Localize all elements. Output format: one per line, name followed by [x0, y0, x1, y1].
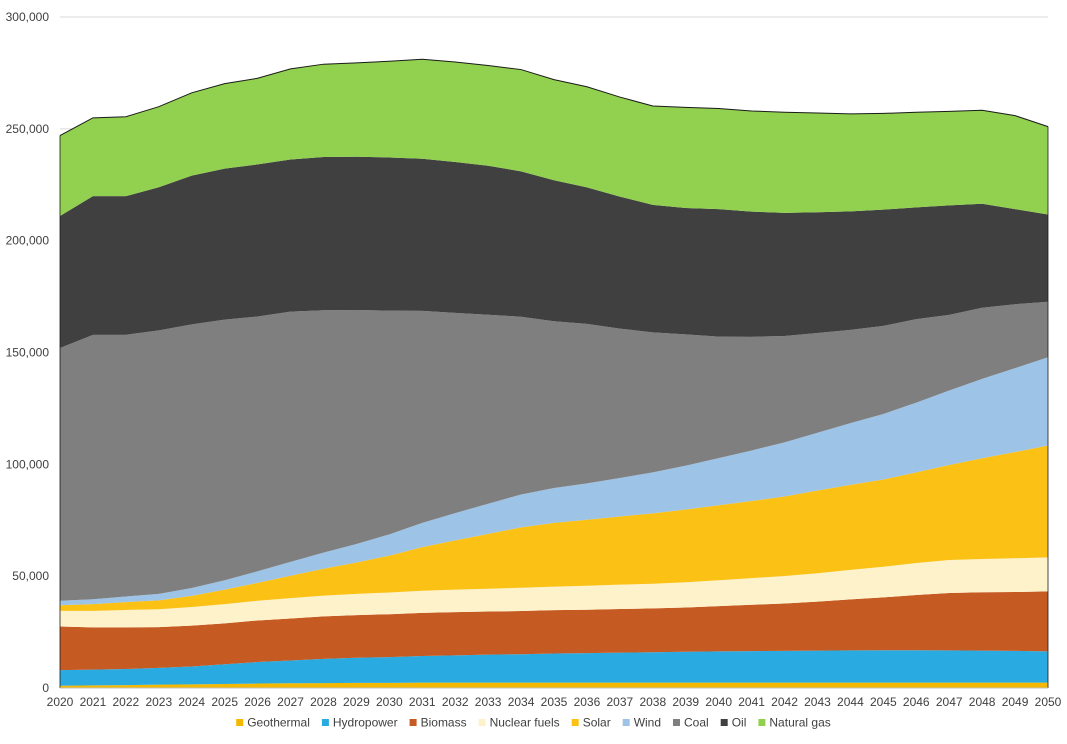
legend-label: Wind: [634, 716, 661, 730]
legend-swatch: [622, 719, 630, 726]
legend-label: Oil: [732, 716, 747, 730]
x-tick-label: 2038: [639, 695, 666, 709]
y-tick-label: 250,000: [6, 122, 50, 136]
x-tick-label: 2048: [969, 695, 996, 709]
legend-item: Wind: [622, 716, 661, 730]
legend-swatch: [571, 719, 579, 726]
legend: Geothermal Hydropower Biomass Nuclear fuels…: [236, 716, 831, 730]
legend-item: Oil: [720, 716, 747, 730]
x-tick-label: 2046: [903, 695, 930, 709]
legend-item: Nuclear fuels: [478, 716, 560, 730]
area-nuclear-fuels: [60, 557, 1048, 628]
x-tick-label: 2028: [310, 695, 337, 709]
x-tick-label: 2034: [508, 695, 535, 709]
x-tick-label: 2037: [607, 695, 634, 709]
legend-label: Hydropower: [333, 716, 398, 730]
legend-item: Natural gas: [758, 716, 831, 730]
legend-label: Coal: [684, 716, 709, 730]
legend-item: Geothermal: [236, 716, 310, 730]
legend-swatch: [758, 719, 766, 726]
legend-swatch: [478, 719, 486, 726]
y-tick-label: 100,000: [6, 457, 50, 471]
legend-label: Nuclear fuels: [490, 716, 560, 730]
legend-label: Biomass: [421, 716, 467, 730]
x-tick-label: 2023: [145, 695, 172, 709]
x-tick-label: 2040: [705, 695, 732, 709]
x-tick-label: 2021: [80, 695, 107, 709]
legend-item: Biomass: [409, 716, 467, 730]
legend-swatch: [673, 719, 680, 726]
area-geothermal: [60, 682, 1048, 688]
axes: 0 50,000 100,000 150,000 200,000 250,000 300,0…: [6, 10, 1062, 709]
x-tick-label: 2032: [442, 695, 469, 709]
x-tick-label: 2029: [343, 695, 370, 709]
area-natural-gas: [60, 59, 1048, 217]
x-tick-label: 2039: [672, 695, 699, 709]
y-tick-label: 300,000: [6, 10, 50, 24]
area-oil: [60, 156, 1048, 349]
x-tick-label: 2025: [211, 695, 238, 709]
x-tick-label: 2022: [113, 695, 140, 709]
legend-swatch: [236, 719, 244, 726]
legend-swatch: [409, 719, 417, 726]
x-tick-label: 2041: [738, 695, 765, 709]
area-wind: [60, 357, 1048, 606]
stack-top-outline: [59, 58, 1049, 136]
y-tick-label: 0: [42, 681, 49, 695]
x-tick-label: 2050: [1035, 695, 1062, 709]
y-tick-label: 50,000: [12, 569, 49, 583]
x-tick-label: 2043: [804, 695, 831, 709]
x-tick-label: 2045: [870, 695, 897, 709]
area-solar: [60, 445, 1048, 611]
x-tick-label: 2020: [47, 695, 74, 709]
x-tick-label: 2044: [837, 695, 864, 709]
x-tick-label: 2035: [541, 695, 568, 709]
x-tick-label: 2036: [574, 695, 601, 709]
legend-swatch: [720, 719, 728, 726]
legend-label: Solar: [583, 716, 611, 730]
x-tick-label: 2030: [376, 695, 403, 709]
area-biomass: [60, 591, 1048, 671]
series-areas: [59, 58, 1049, 688]
area-coal: [60, 301, 1048, 601]
x-tick-label: 2042: [771, 695, 798, 709]
legend-item: Coal: [673, 716, 709, 730]
x-tick-label: 2033: [475, 695, 502, 709]
legend-label: Geothermal: [247, 716, 310, 730]
x-tick-label: 2031: [409, 695, 436, 709]
legend-item: Hydropower: [321, 716, 398, 730]
x-tick-label: 2024: [178, 695, 205, 709]
y-tick-label: 200,000: [6, 234, 50, 248]
legend-item: Solar: [571, 716, 611, 730]
y-tick-label: 150,000: [6, 346, 50, 360]
area-hydropower: [60, 650, 1048, 686]
x-tick-label: 2027: [277, 695, 304, 709]
legend-label: Natural gas: [769, 716, 830, 730]
x-tick-label: 2026: [244, 695, 271, 709]
x-tick-label: 2047: [936, 695, 963, 709]
legend-swatch: [321, 719, 329, 726]
x-tick-label: 2049: [1002, 695, 1029, 709]
